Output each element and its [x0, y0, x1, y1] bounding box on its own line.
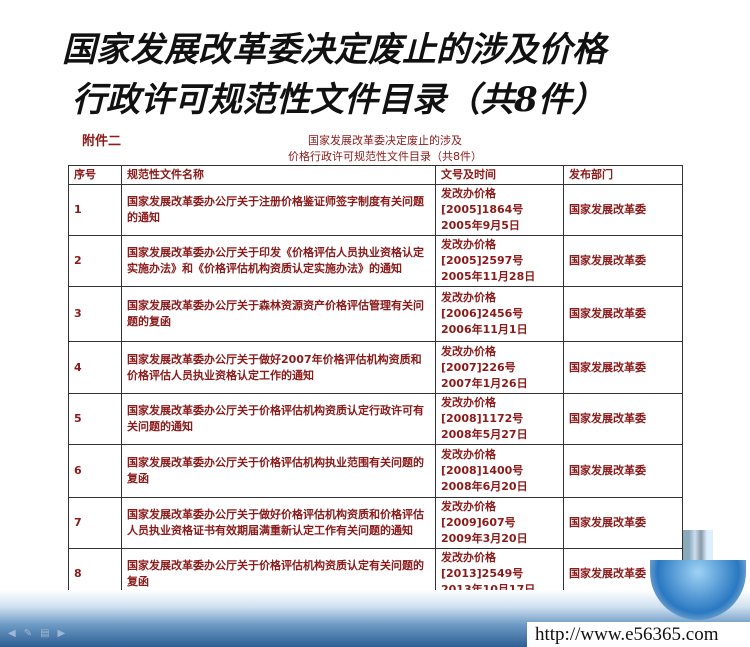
document-name: 国家发展改革委办公厅关于做好价格评估机构资质和价格评估人员执业资格证书有效期届满…	[121, 497, 436, 549]
document-name: 国家发展改革委办公厅关于注册价格鉴证师签字制度有关问题的通知	[121, 184, 436, 236]
document-number-date: 发改办价格 [2005]2597号 2005年11月28日	[435, 235, 564, 287]
header-doc-date: 文号及时间	[435, 165, 564, 185]
document-number-date: 发改办价格 [2007]226号 2007年1月26日	[435, 341, 564, 394]
doc-number: [2009]607号	[441, 516, 516, 529]
row-number: 5	[68, 393, 122, 445]
document-number-date: 发改办价格 [2006]2456号 2006年11月1日	[435, 286, 564, 342]
doc-date: 2005年11月28日	[441, 270, 536, 283]
doc-issuer: 发改办价格	[441, 238, 496, 251]
prev-slide-icon[interactable]: ◀	[8, 628, 16, 639]
header-name: 规范性文件名称	[121, 165, 436, 185]
doc-issuer: 发改办价格	[441, 187, 496, 200]
doc-date: 2008年6月20日	[441, 480, 528, 493]
doc-issuer: 发改办价格	[441, 551, 496, 564]
issuing-department: 国家发展改革委	[563, 341, 683, 394]
slide-title-line2: 行政许可规范性文件目录（共8件）	[72, 80, 606, 120]
document-name: 国家发展改革委办公厅关于森林资源资产价格评估管理有关问题的复函	[121, 286, 436, 342]
table-row: 4 国家发展改革委办公厅关于做好2007年价格评估机构资质和价格评估人员执业资格…	[68, 341, 683, 394]
doc-date: 2005年9月5日	[441, 219, 520, 232]
issuing-department: 国家发展改革委	[563, 444, 683, 498]
table-row: 7 国家发展改革委办公厅关于做好价格评估机构资质和价格评估人员执业资格证书有效期…	[68, 497, 683, 549]
issuing-department: 国家发展改革委	[563, 235, 683, 287]
doc-issuer: 发改办价格	[441, 448, 496, 461]
doc-number: [2006]2456号	[441, 307, 524, 320]
document-name: 国家发展改革委办公厅关于价格评估机构资质认定行政许可有关问题的通知	[121, 393, 436, 445]
doc-number: [2008]1172号	[441, 412, 524, 425]
table-caption-line1: 国家发展改革委决定废止的涉及	[308, 134, 462, 147]
doc-number: [2008]1400号	[441, 464, 524, 477]
documents-table: 序号 规范性文件名称 文号及时间 发布部门 1 国家发展改革委办公厅关于注册价格…	[68, 165, 683, 600]
watermark-url: http://www.e56365.com	[527, 622, 750, 647]
document-name: 国家发展改革委办公厅关于印发《价格评估人员执业资格认定实施办法》和《价格评估机构…	[121, 235, 436, 287]
next-slide-icon[interactable]: ▶	[57, 628, 66, 639]
issuing-department: 国家发展改革委	[563, 497, 683, 549]
doc-date: 2008年5月27日	[441, 428, 528, 441]
document-name: 国家发展改革委办公厅关于做好2007年价格评估机构资质和价格评估人员执业资格认定…	[121, 341, 436, 394]
menu-icon[interactable]: ▤	[40, 628, 50, 639]
issuing-department: 国家发展改革委	[563, 393, 683, 445]
doc-date: 2006年11月1日	[441, 323, 528, 336]
doc-issuer: 发改办价格	[441, 500, 496, 513]
table-row: 2 国家发展改革委办公厅关于印发《价格评估人员执业资格认定实施办法》和《价格评估…	[68, 235, 683, 287]
row-number: 4	[68, 341, 122, 394]
doc-date: 2007年1月26日	[441, 376, 528, 390]
table-row: 5 国家发展改革委办公厅关于价格评估机构资质认定行政许可有关问题的通知 发改办价…	[68, 393, 683, 445]
doc-date: 2009年3月20日	[441, 532, 528, 545]
row-number: 1	[68, 184, 122, 236]
doc-issuer: 发改办价格	[441, 396, 496, 409]
slide-title-line1: 国家发展改革委决定废止的涉及价格	[62, 30, 606, 70]
row-number: 6	[68, 444, 122, 498]
table-caption-line2: 价格行政许可规范性文件目录（共8件）	[288, 150, 482, 163]
issuing-department: 国家发展改革委	[563, 286, 683, 342]
document-name: 国家发展改革委办公厅关于价格评估机构执业范围有关问题的复函	[121, 444, 436, 498]
doc-number: [2013]2549号	[441, 567, 524, 580]
pen-icon[interactable]: ✎	[23, 628, 33, 639]
doc-number: [2005]2597号	[441, 254, 524, 267]
doc-issuer: 发改办价格	[441, 291, 496, 304]
table-row: 6 国家发展改革委办公厅关于价格评估机构执业范围有关问题的复函 发改办价格 [20…	[68, 444, 683, 498]
document-number-date: 发改办价格 [2008]1400号 2008年6月20日	[435, 444, 564, 498]
row-number: 2	[68, 235, 122, 287]
doc-number: [2005]1864号	[441, 203, 524, 216]
row-number: 3	[68, 286, 122, 342]
document-number-date: 发改办价格 [2009]607号 2009年3月20日	[435, 497, 564, 549]
table-header-row: 序号 规范性文件名称 文号及时间 发布部门	[68, 165, 683, 185]
row-number: 7	[68, 497, 122, 549]
table-row: 3 国家发展改革委办公厅关于森林资源资产价格评估管理有关问题的复函 发改办价格 […	[68, 286, 683, 342]
header-no: 序号	[68, 165, 122, 185]
document-number-date: 发改办价格 [2008]1172号 2008年5月27日	[435, 393, 564, 445]
header-dept: 发布部门	[563, 165, 683, 185]
document-number-date: 发改办价格 [2005]1864号 2005年9月5日	[435, 184, 564, 236]
slide-nav-controls: ◀ ✎ ▤ ▶	[8, 628, 65, 639]
doc-number: [2007]226号	[441, 360, 516, 374]
doc-issuer: 发改办价格	[441, 344, 496, 358]
table-row: 1 国家发展改革委办公厅关于注册价格鉴证师签字制度有关问题的通知 发改办价格 [2…	[68, 184, 683, 236]
attachment-label: 附件二	[82, 134, 122, 149]
issuing-department: 国家发展改革委	[563, 184, 683, 236]
